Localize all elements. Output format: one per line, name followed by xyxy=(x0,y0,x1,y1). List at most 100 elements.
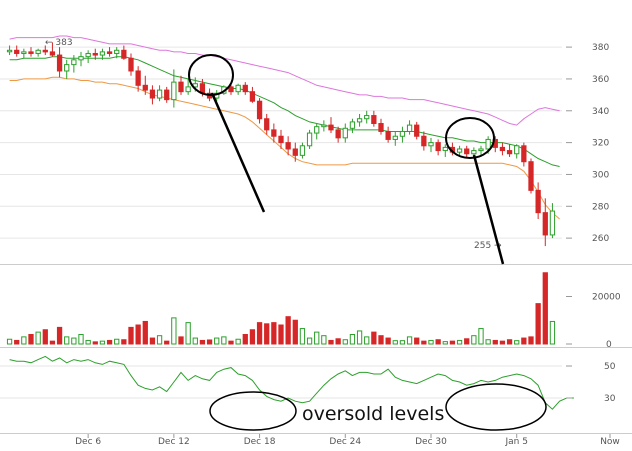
candle-body xyxy=(321,124,327,128)
candle-body xyxy=(149,89,156,99)
volume-bar xyxy=(335,338,341,345)
candle-body xyxy=(271,129,277,137)
volume-bar xyxy=(92,341,98,345)
volume-bar xyxy=(485,339,491,345)
volume-bar xyxy=(128,326,134,345)
lower-bollinger-line xyxy=(9,76,560,220)
volume-bar xyxy=(206,339,213,345)
oversold-ellipse-left xyxy=(209,391,297,431)
volume-bar xyxy=(414,337,420,345)
candle-body xyxy=(464,148,470,155)
candle-body xyxy=(35,49,41,54)
volume-bar xyxy=(506,339,513,345)
volume-bar xyxy=(228,340,234,345)
volume-bar xyxy=(64,336,70,345)
candle-body xyxy=(514,145,520,155)
candle-body xyxy=(106,51,113,54)
candle-body xyxy=(6,49,13,53)
volume-bar xyxy=(99,340,106,345)
volume-bar xyxy=(442,341,448,345)
candle-body xyxy=(85,52,91,58)
candle-body xyxy=(421,135,427,147)
volume-bar xyxy=(278,324,284,345)
volume-bar xyxy=(435,339,441,345)
rsi-tick-label: 30 xyxy=(604,394,616,404)
volume-bar xyxy=(21,336,27,345)
oversold-levels-label: oversold levels xyxy=(302,403,444,425)
candle-body xyxy=(456,148,463,153)
volume-bar xyxy=(271,322,277,345)
time-tick-label: Now xyxy=(600,437,620,447)
price-tick-label: 340 xyxy=(592,107,609,117)
candle-body xyxy=(399,130,406,137)
volume-bar xyxy=(492,339,498,345)
volume-bar xyxy=(321,335,327,345)
candle-body xyxy=(499,146,506,152)
volume-bar xyxy=(114,338,120,345)
candle-body xyxy=(178,81,184,93)
candle-body xyxy=(42,49,48,53)
highlight-circle-jan2 xyxy=(445,117,495,159)
time-tick-label: Dec 6 xyxy=(75,437,101,447)
candle-body xyxy=(435,142,441,152)
volume-bar xyxy=(356,330,363,345)
volume-bar xyxy=(264,323,270,345)
volume-bar xyxy=(242,334,248,345)
candle-body xyxy=(478,148,484,152)
candle-body xyxy=(342,127,348,139)
volume-bar xyxy=(156,335,163,345)
volume-bar xyxy=(249,329,256,345)
volume-bar xyxy=(42,329,48,345)
volume-bar xyxy=(428,339,434,345)
volume-bar xyxy=(328,339,334,345)
candle-body xyxy=(128,57,134,72)
highlight-circle-dec15 xyxy=(188,54,234,96)
rsi-tick-label: 50 xyxy=(604,362,616,372)
candle-body xyxy=(442,146,448,152)
volume-bar xyxy=(535,303,541,345)
candle-body xyxy=(185,86,191,93)
time-tick-label: Dec 12 xyxy=(158,437,190,447)
pointer-line-dec15 xyxy=(210,92,266,213)
volume-bar xyxy=(149,337,156,345)
candle-body xyxy=(428,142,434,147)
volume-bar xyxy=(471,335,477,345)
candle-body xyxy=(406,124,413,132)
volume-bar xyxy=(499,340,506,345)
pointer-line-jan2 xyxy=(472,154,505,265)
volume-bar xyxy=(85,339,91,345)
volume-bar xyxy=(6,338,13,345)
candle-body xyxy=(364,115,370,120)
candle-body xyxy=(392,135,398,140)
candle-body xyxy=(278,135,284,144)
min-price-label: 255 → xyxy=(474,241,502,251)
volume-bar xyxy=(56,326,63,345)
time-tick-label: Jan 5 xyxy=(504,437,527,447)
candle-body xyxy=(242,84,248,93)
price-tick-label: 360 xyxy=(592,75,609,85)
candle-body xyxy=(335,129,341,139)
candle-body xyxy=(228,86,234,93)
candle-body xyxy=(414,124,420,137)
moving-average-line xyxy=(9,56,560,167)
candle-body xyxy=(156,89,163,99)
volume-panel xyxy=(6,272,556,345)
volume-bar xyxy=(342,339,348,345)
volume-bar xyxy=(521,337,527,345)
volume-bar xyxy=(192,337,198,345)
volume-bar xyxy=(478,328,484,345)
volume-bar xyxy=(221,336,227,345)
volume-bar xyxy=(299,328,306,345)
volume-bar xyxy=(349,334,356,345)
volume-bar xyxy=(185,322,191,345)
volume-bar xyxy=(464,338,470,345)
candle-body xyxy=(328,124,334,131)
volume-bar xyxy=(549,320,556,345)
candle-body xyxy=(349,121,356,129)
candle-body xyxy=(535,189,541,214)
candle-body xyxy=(99,51,106,56)
candle-body xyxy=(114,49,120,54)
volume-bar xyxy=(514,340,520,345)
